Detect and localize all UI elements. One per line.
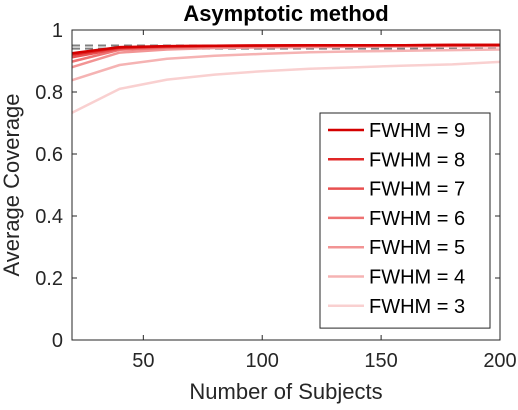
- legend-label: FWHM = 3: [369, 296, 465, 318]
- legend-label: FWHM = 4: [369, 267, 465, 289]
- x-tick-label: 100: [246, 350, 279, 372]
- y-tick-label: 0.2: [35, 268, 63, 290]
- x-tick-label: 150: [364, 350, 397, 372]
- y-tick-label: 1: [52, 20, 63, 42]
- y-tick-label: 0.8: [35, 82, 63, 104]
- legend-label: FWHM = 7: [369, 179, 465, 201]
- legend-label: FWHM = 5: [369, 237, 465, 259]
- legend-label: FWHM = 9: [369, 120, 465, 142]
- x-tick-label: 50: [132, 350, 154, 372]
- series-line-fwhm-4: [71, 48, 501, 82]
- legend-label: FWHM = 8: [369, 149, 465, 171]
- y-tick-label: 0.4: [35, 206, 63, 228]
- chart-title: Asymptotic method: [183, 1, 388, 26]
- legend: FWHM = 9 FWHM = 8 FWHM = 7 FWHM = 6 FWHM = 5…: [319, 112, 491, 329]
- x-axis-label: Number of Subjects: [189, 379, 382, 404]
- legend-label: FWHM = 6: [369, 208, 465, 230]
- y-tick-label: 0: [52, 330, 63, 352]
- series-line-fwhm-9: [71, 43, 500, 55]
- series-line-fwhm-3: [71, 60, 501, 114]
- x-tick-label: 200: [483, 350, 516, 372]
- legend-box: [319, 112, 491, 329]
- y-tick-label: 0.6: [35, 144, 63, 166]
- axes-frame: [71, 29, 501, 341]
- y-axis-label: Average Coverage: [0, 93, 24, 276]
